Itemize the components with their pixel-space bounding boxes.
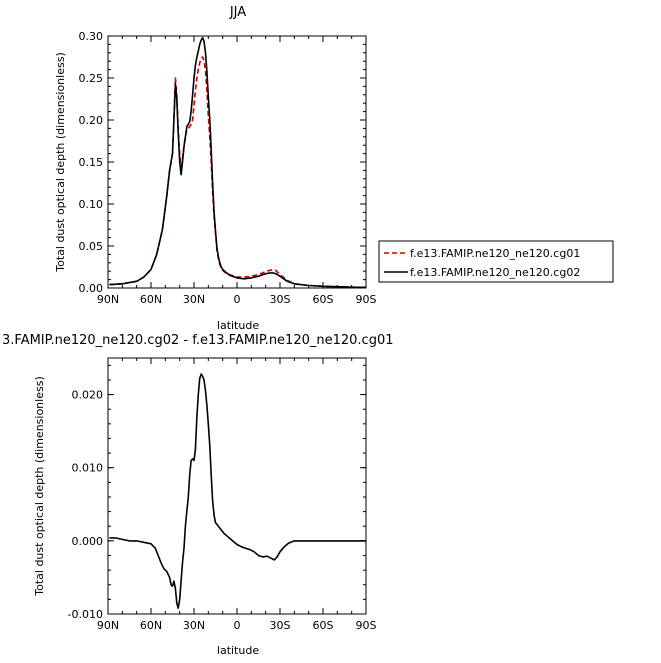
bottom-plot-marks: 90N 60N 30N 0 30S 60S 90S -0.010 0.000 0.010 0.020 bbox=[68, 358, 377, 632]
top-y-tick-label: 0.10 bbox=[79, 198, 104, 211]
top-panel: JJA Total dust optical depth (dimensionl… bbox=[54, 5, 377, 332]
top-y-tick-label: 0.20 bbox=[79, 114, 104, 127]
top-x-axis-label: latitude bbox=[217, 319, 259, 332]
bottom-y-tick-label: 0.020 bbox=[72, 389, 104, 402]
top-x-tick-label: 90N bbox=[97, 293, 119, 306]
top-chart-title: JJA bbox=[229, 5, 246, 20]
top-y-tick-label: 0.15 bbox=[79, 156, 104, 169]
top-x-tick-label: 60S bbox=[313, 293, 334, 306]
bottom-x-tick-label: 90N bbox=[97, 619, 119, 632]
legend-label-cg02: f.e13.FAMIP.ne120_ne120.cg02 bbox=[410, 266, 580, 279]
top-plot-marks: 90N 60N 30N 0 30S 60S 90S 0.00 0.05 0.10 0.15 0.20 0… bbox=[79, 30, 377, 306]
bottom-y-tick-label: -0.010 bbox=[68, 608, 103, 621]
bottom-y-tick-label: 0.000 bbox=[72, 535, 104, 548]
top-x-tick-label: 90S bbox=[356, 293, 377, 306]
bottom-x-axis-label: latitude bbox=[217, 644, 259, 657]
legend-box bbox=[378, 240, 614, 283]
top-y-tick-label: 0.30 bbox=[79, 30, 104, 43]
top-y-tick-label: 0.00 bbox=[79, 282, 104, 295]
top-x-tick-label: 60N bbox=[140, 293, 162, 306]
top-x-tick-label: 30S bbox=[270, 293, 291, 306]
bottom-panel: 3.FAMIP.ne120_ne120.cg02 - f.e13.FAMIP.n… bbox=[2, 333, 394, 657]
top-y-axis-label: Total dust optical depth (dimensionless) bbox=[54, 52, 67, 272]
legend-label-cg01: f.e13.FAMIP.ne120_ne120.cg01 bbox=[410, 247, 580, 260]
bottom-x-tick-label: 30S bbox=[270, 619, 291, 632]
bottom-series-line-0 bbox=[109, 373, 366, 609]
bottom-plot-frame bbox=[107, 357, 367, 615]
top-y-tick-label: 0.25 bbox=[79, 72, 104, 85]
bottom-chart-title: 3.FAMIP.ne120_ne120.cg02 - f.e13.FAMIP.n… bbox=[2, 333, 394, 348]
top-y-tick-label: 0.05 bbox=[79, 240, 104, 253]
top-x-tick-label: 0 bbox=[234, 293, 241, 306]
top-series-line-1 bbox=[109, 36, 367, 289]
bottom-x-tick-label: 60S bbox=[313, 619, 334, 632]
bottom-y-axis-label: Total dust optical depth (dimensionless) bbox=[33, 376, 46, 596]
bottom-x-tick-label: 30N bbox=[183, 619, 205, 632]
top-x-tick-label: 30N bbox=[183, 293, 205, 306]
bottom-x-tick-label: 90S bbox=[356, 619, 377, 632]
bottom-x-tick-label: 0 bbox=[234, 619, 241, 632]
bottom-x-tick-label: 60N bbox=[140, 619, 162, 632]
top-series-line-0 bbox=[109, 56, 367, 289]
bottom-y-tick-label: 0.010 bbox=[72, 462, 104, 475]
top-plot-frame bbox=[107, 35, 367, 289]
legend: f.e13.FAMIP.ne120_ne120.cg01 f.e13.FAMIP… bbox=[378, 240, 614, 283]
